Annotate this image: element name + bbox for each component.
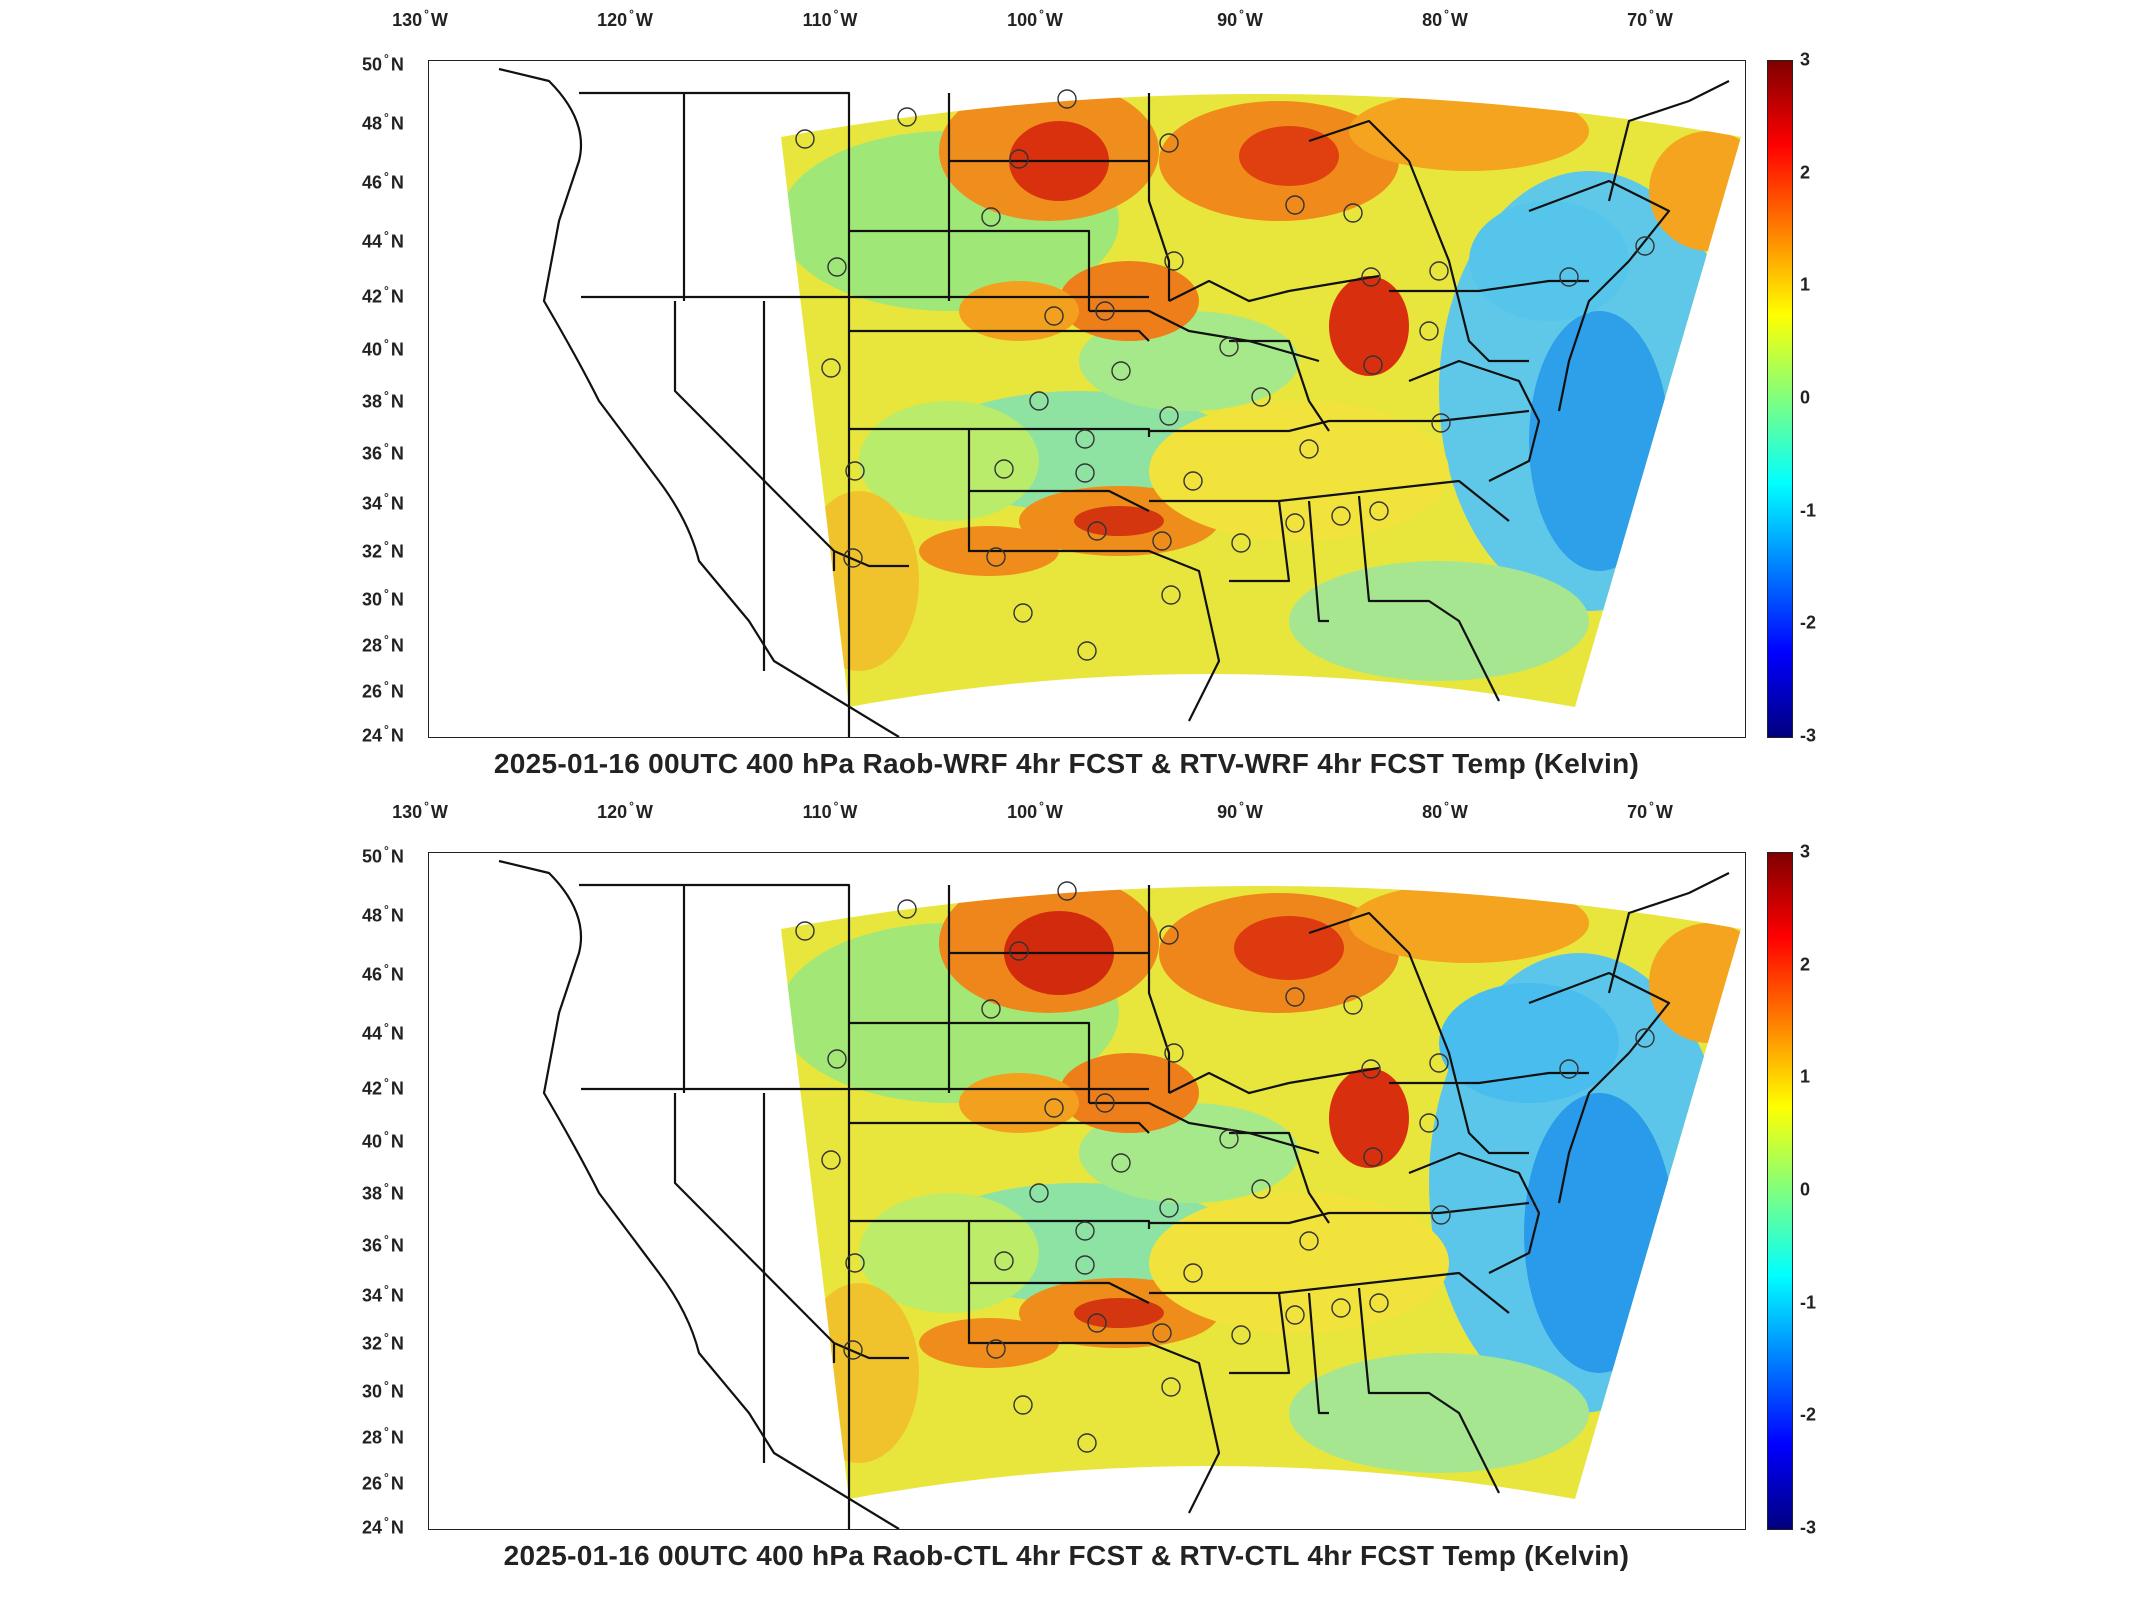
map-plot-area: [428, 60, 1746, 738]
colorbar-tick: 0: [1800, 387, 1811, 408]
map-figure: [498, 67, 1741, 737]
map-plot-area: [428, 852, 1746, 1530]
lon-label: 120 ° W: [597, 799, 653, 822]
lat-label: 38 ° N: [362, 1180, 404, 1204]
lat-label: 32 ° N: [362, 538, 404, 562]
panel-title: 2025-01-16 00UTC 400 hPa Raob-CTL 4hr FC…: [503, 1540, 1630, 1571]
lat-label: 50 ° N: [362, 51, 404, 75]
colorbar-tick: 1: [1800, 274, 1811, 295]
colorbar-tick: -2: [1800, 1404, 1817, 1425]
lat-label: 30 ° N: [362, 586, 404, 610]
lon-label: 70 ° W: [1627, 799, 1673, 822]
map-panel-bottom: 130 ° W 120 ° W 110 ° W 100 ° W 90 ° W 80 ° W 70 ° W 5…: [0, 792, 2133, 1600]
colorbar-tick: -2: [1800, 612, 1817, 633]
lon-label: 110 ° W: [802, 799, 858, 822]
state-borders: [498, 67, 1730, 737]
raob-stations: [795, 881, 1655, 1453]
map-figure: [498, 859, 1741, 1529]
lat-label: 34 ° N: [362, 1282, 404, 1306]
lat-label: 36 ° N: [362, 440, 404, 464]
colorbar-tick: -3: [1800, 725, 1817, 746]
lat-label: 44 ° N: [362, 228, 404, 252]
lat-label: 42 ° N: [362, 1075, 404, 1099]
lon-label: 100 ° W: [1007, 799, 1063, 822]
map-panel-top: 130 ° W 120 ° W 110 ° W 100 ° W 90 ° W 80 ° W 70 ° W 5…: [362, 7, 1817, 779]
lat-label: 26 ° N: [362, 678, 404, 702]
lon-label: 100 ° W: [1007, 7, 1063, 30]
colorbar-tick: 3: [1800, 841, 1811, 862]
lon-label: 110 ° W: [802, 7, 858, 30]
colorbar-tick: -3: [1800, 1517, 1817, 1538]
colorbar-tick: 1: [1800, 1066, 1811, 1087]
colorbar: [1767, 60, 1793, 738]
lat-label: 28 ° N: [362, 1424, 404, 1448]
raob-stations: [795, 89, 1655, 661]
colorbar-tick: 3: [1800, 49, 1811, 70]
lon-label: 130 ° W: [392, 7, 448, 30]
lat-label: 40 ° N: [362, 336, 404, 360]
lat-label: 34 ° N: [362, 490, 404, 514]
lat-label: 38 ° N: [362, 388, 404, 412]
lat-label: 50 ° N: [362, 843, 404, 867]
colorbar-tick: 0: [1800, 1179, 1811, 1200]
lon-label: 130 ° W: [392, 799, 448, 822]
lat-label: 48 ° N: [362, 902, 404, 926]
state-borders: [498, 859, 1730, 1529]
lat-label: 24 ° N: [362, 722, 404, 746]
colorbar-tick: -1: [1800, 1292, 1817, 1313]
colorbar-tick: 2: [1800, 954, 1811, 975]
lon-label: 80 ° W: [1422, 799, 1468, 822]
lat-label: 24 ° N: [362, 1514, 404, 1538]
lon-label: 90 ° W: [1217, 799, 1263, 822]
colorbar-tick: -1: [1800, 500, 1817, 521]
lat-label: 44 ° N: [362, 1020, 404, 1044]
lon-label: 90 ° W: [1217, 7, 1263, 30]
lat-label: 26 ° N: [362, 1470, 404, 1494]
lat-label: 48 ° N: [362, 110, 404, 134]
lat-label: 32 ° N: [362, 1330, 404, 1354]
lat-label: 46 ° N: [362, 169, 404, 193]
lat-label: 40 ° N: [362, 1128, 404, 1152]
colorbar: [1767, 852, 1793, 1530]
lon-label: 120 ° W: [597, 7, 653, 30]
lat-label: 36 ° N: [362, 1232, 404, 1256]
panel-title: 2025-01-16 00UTC 400 hPa Raob-WRF 4hr FC…: [493, 748, 1640, 779]
lat-label: 30 ° N: [362, 1378, 404, 1402]
lon-label: 70 ° W: [1627, 7, 1673, 30]
lat-label: 42 ° N: [362, 283, 404, 307]
lon-label: 80 ° W: [1422, 7, 1468, 30]
lat-label: 46 ° N: [362, 961, 404, 985]
colorbar-tick: 2: [1800, 162, 1811, 183]
lat-label: 28 ° N: [362, 632, 404, 656]
